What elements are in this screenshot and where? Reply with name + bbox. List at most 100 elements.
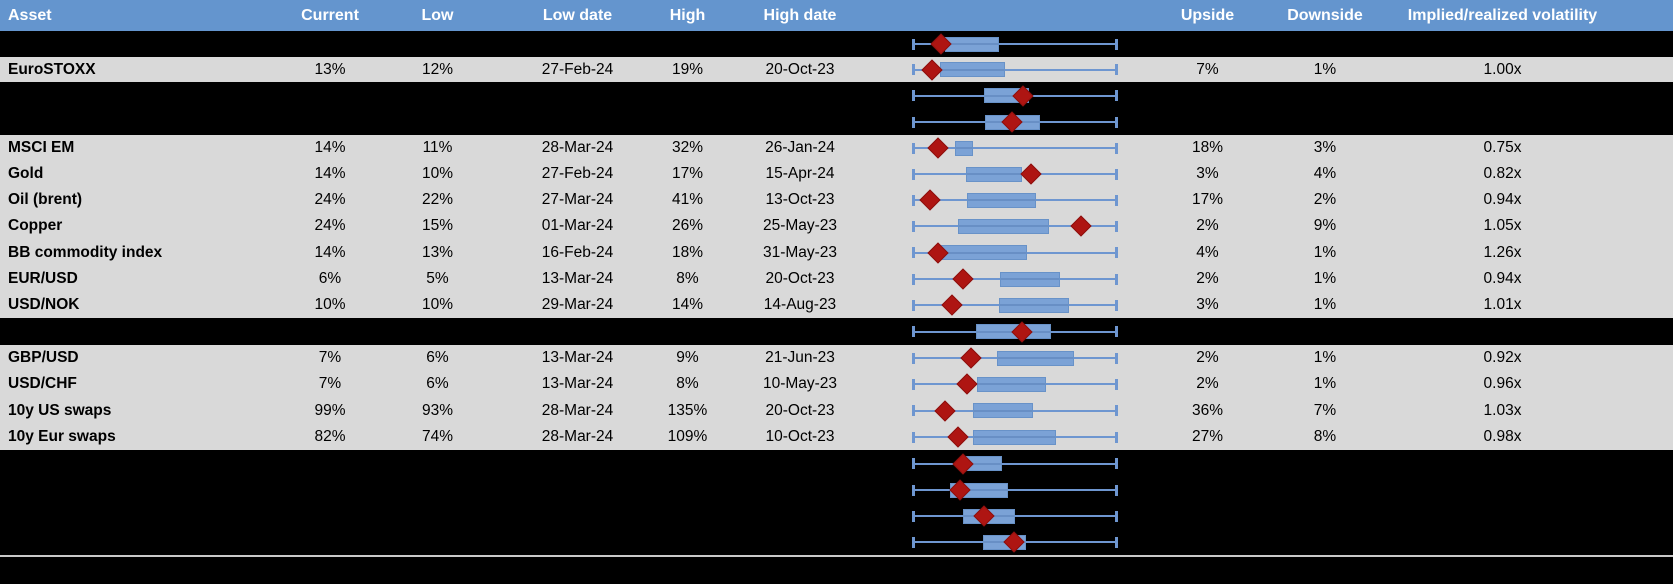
whisker-cap-right xyxy=(1115,378,1118,390)
cell-low-date: 13-Mar-24 xyxy=(541,349,614,366)
range-boxplot xyxy=(912,135,1118,161)
cell-high: 18% xyxy=(671,244,704,261)
bottom-divider xyxy=(0,555,1673,557)
cell-downside: 2% xyxy=(1313,191,1337,208)
whisker-line xyxy=(913,68,1117,71)
range-boxplot xyxy=(912,318,1118,345)
cell-high-date: 13-Oct-23 xyxy=(765,191,835,208)
cell-downside: 9% xyxy=(1313,217,1337,234)
cell-vol: 0.92x xyxy=(1483,349,1522,366)
cell-high-date: 20-Oct-23 xyxy=(765,61,835,78)
cell-upside: 7% xyxy=(1196,61,1219,78)
range-boxplot xyxy=(912,503,1118,529)
cell-downside: 1% xyxy=(1313,375,1337,392)
table-row-usd-chf: USD/CHF 7% 6% 13-Mar-24 8% 10-May-23 2% 1% 0.96x xyxy=(0,371,1673,397)
cell-asset: GBP/USD xyxy=(8,349,79,366)
whisker-cap-left xyxy=(912,116,915,128)
range-box-midline xyxy=(950,489,1007,491)
whisker-cap-right xyxy=(1115,247,1118,258)
current-marker-icon xyxy=(960,347,982,369)
cell-vol: 0.94x xyxy=(1483,191,1522,208)
cell-high-date: 21-Jun-23 xyxy=(765,349,835,366)
whisker-line xyxy=(913,515,1117,517)
hidden-row xyxy=(0,82,1673,109)
cell-high-date: 10-May-23 xyxy=(762,375,838,392)
cell-current: 13% xyxy=(314,61,346,78)
whisker-cap-left xyxy=(912,405,915,416)
cell-downside: 3% xyxy=(1313,139,1337,156)
cell-upside: 4% xyxy=(1196,244,1219,261)
hidden-row xyxy=(0,318,1673,345)
whisker-cap-left xyxy=(912,378,915,390)
cell-low: 10% xyxy=(421,296,454,313)
range-box-midline xyxy=(999,304,1068,306)
cell-upside: 3% xyxy=(1196,296,1219,313)
table-row-gbp-usd: GBP/USD 7% 6% 13-Mar-24 9% 21-Jun-23 2% 1% 0.92x xyxy=(0,345,1673,371)
cell-current: 14% xyxy=(314,165,346,182)
range-boxplot xyxy=(912,239,1118,266)
hidden-row xyxy=(0,109,1673,135)
cell-downside: 7% xyxy=(1313,402,1337,419)
whisker-cap-right xyxy=(1115,142,1118,154)
cell-low-date: 29-Mar-24 xyxy=(541,296,614,313)
table-row-bb-commodity-index: BB commodity index 14% 13% 16-Feb-24 18% 31-M… xyxy=(0,239,1673,266)
cell-upside: 2% xyxy=(1196,270,1219,287)
header-high: High xyxy=(669,7,706,24)
hidden-row xyxy=(0,31,1673,57)
whisker-cap-left xyxy=(912,352,915,364)
range-box xyxy=(945,36,999,52)
table-header: Asset Current Low Low date High High dat… xyxy=(0,0,1673,31)
header-high-date: High date xyxy=(763,7,837,24)
current-marker-icon xyxy=(956,373,978,395)
whisker-cap-left xyxy=(912,90,915,101)
cell-low-date: 28-Mar-24 xyxy=(541,428,614,445)
table-row-gold: Gold 14% 10% 27-Feb-24 17% 15-Apr-24 3% 4% 0.82x xyxy=(0,161,1673,187)
hidden-row xyxy=(0,477,1673,503)
hidden-row xyxy=(0,503,1673,529)
whisker-cap-left xyxy=(912,273,915,285)
cell-high-date: 31-May-23 xyxy=(762,244,838,261)
range-box xyxy=(966,166,1022,182)
cell-upside: 2% xyxy=(1196,349,1219,366)
cell-downside: 1% xyxy=(1313,61,1337,78)
current-marker-icon xyxy=(941,294,963,316)
current-marker-icon xyxy=(947,426,969,448)
cell-upside: 27% xyxy=(1191,428,1224,445)
range-box-midline xyxy=(941,251,1027,254)
cell-low-date: 01-Mar-24 xyxy=(541,217,614,234)
whisker-cap-right xyxy=(1115,326,1118,337)
cell-low: 12% xyxy=(421,61,454,78)
cell-high-date: 14-Aug-23 xyxy=(763,296,837,313)
cell-current: 6% xyxy=(318,270,342,287)
cell-vol: 1.05x xyxy=(1483,217,1522,234)
whisker-cap-left xyxy=(912,194,915,206)
cell-downside: 1% xyxy=(1313,296,1337,313)
table-row-usd-nok: USD/NOK 10% 10% 29-Mar-24 14% 14-Aug-23 3% 1% 1.… xyxy=(0,292,1673,318)
cell-high: 135% xyxy=(667,402,708,419)
range-box xyxy=(997,350,1074,366)
cell-high-date: 20-Oct-23 xyxy=(765,402,835,419)
whisker-cap-left xyxy=(912,431,915,443)
whisker-cap-left xyxy=(912,38,915,50)
cell-low: 13% xyxy=(421,244,454,261)
range-box xyxy=(940,62,1006,77)
range-boxplot xyxy=(912,292,1118,318)
cell-low: 11% xyxy=(422,139,453,156)
cell-vol: 1.26x xyxy=(1483,244,1522,261)
whisker-cap-left xyxy=(912,458,915,469)
whisker-cap-right xyxy=(1115,484,1118,496)
cell-current: 7% xyxy=(318,375,342,392)
table-row-copper: Copper 24% 15% 01-Mar-24 26% 25-May-23 2% 9% 1.0… xyxy=(0,213,1673,239)
cell-low-date: 27-Feb-24 xyxy=(541,165,614,182)
range-boxplot xyxy=(912,31,1118,57)
whisker-cap-right xyxy=(1115,510,1118,522)
range-box-midline xyxy=(964,462,1001,465)
cell-asset: USD/CHF xyxy=(8,375,77,392)
cell-low: 6% xyxy=(426,375,449,392)
cell-current: 82% xyxy=(314,428,346,445)
range-box xyxy=(977,376,1047,392)
range-box-midline xyxy=(946,43,998,45)
range-boxplot xyxy=(912,187,1118,213)
cell-vol: 0.98x xyxy=(1483,428,1522,445)
range-boxplot xyxy=(912,161,1118,187)
